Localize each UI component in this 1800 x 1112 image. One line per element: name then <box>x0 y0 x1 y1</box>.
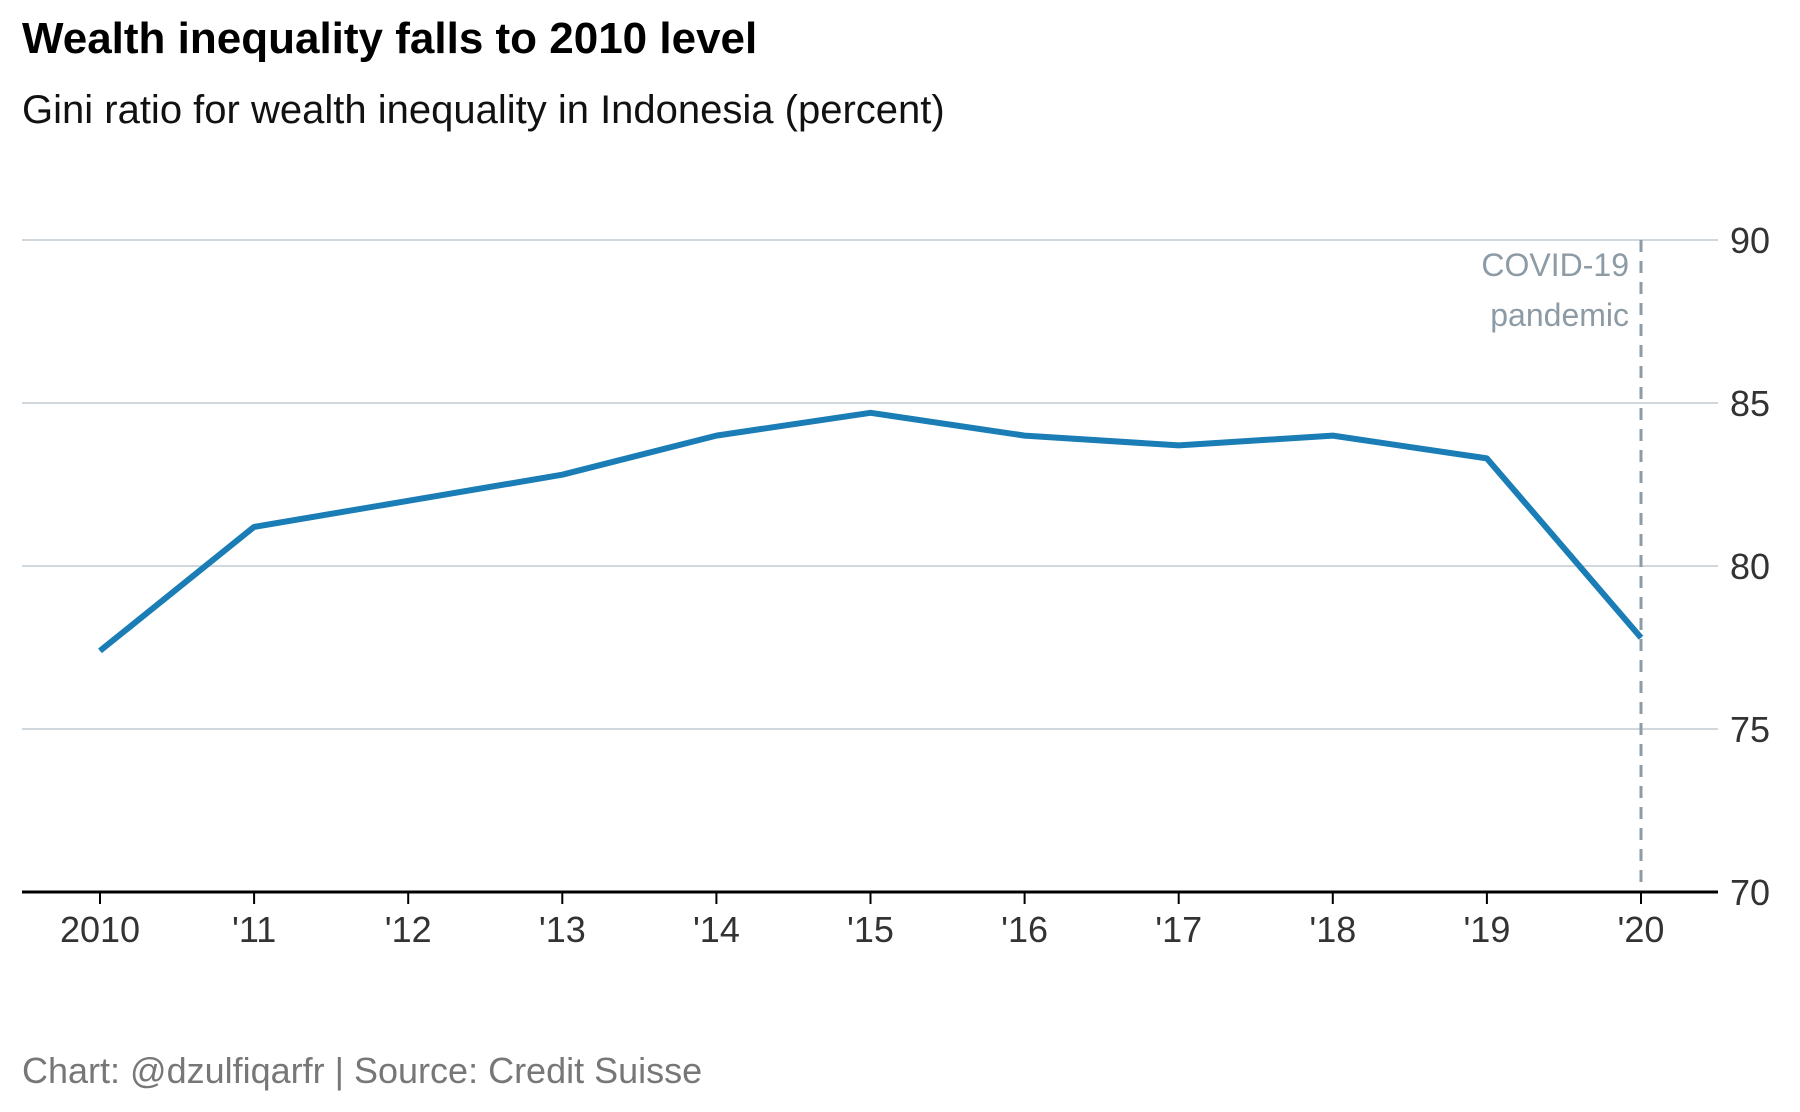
data-point-2015 <box>870 412 871 414</box>
data-point-2020 <box>1640 637 1642 639</box>
x-tick-label: '13 <box>539 909 586 950</box>
data-point-2019 <box>1486 457 1488 459</box>
x-tick-label: '15 <box>847 909 894 950</box>
x-axis <box>22 890 1718 904</box>
data-point-2011 <box>253 526 255 528</box>
y-tick-label: 80 <box>1730 546 1770 587</box>
x-tick-label: 2010 <box>60 909 140 950</box>
y-tick-label: 90 <box>1730 220 1770 261</box>
chart-caption: Chart: @dzulfiqarfr | Source: Credit Sui… <box>22 1050 703 1091</box>
chart-title: Wealth inequality falls to 2010 level <box>22 14 758 63</box>
series-layer <box>98 409 1644 654</box>
chart-subtitle: Gini ratio for wealth inequality in Indo… <box>22 88 945 132</box>
data-point-2012 <box>407 500 409 502</box>
x-axis-tick-labels: 2010 '11 '12 '13 '14 '15 '16 '17 '18 '19 '20 <box>60 909 1665 950</box>
x-tick-label: '20 <box>1618 909 1665 950</box>
data-point-2014 <box>715 435 717 437</box>
x-tick-label: '18 <box>1309 909 1356 950</box>
gridlines <box>22 239 1718 730</box>
covid-annotation-label: pandemic <box>1490 297 1629 333</box>
data-point-2017 <box>1178 444 1180 446</box>
covid-annotation-label: COVID-19 <box>1481 247 1629 283</box>
data-point-2013 <box>561 474 563 476</box>
y-axis-tick-labels: 70 75 80 85 90 <box>1730 220 1770 913</box>
annotation-layer: COVID-19 pandemic <box>1481 240 1643 892</box>
x-tick-label: '14 <box>693 909 740 950</box>
x-tick-label: '11 <box>232 909 276 950</box>
x-tick-label: '12 <box>385 909 432 950</box>
x-tick-label: '17 <box>1155 909 1202 950</box>
x-tick-label: '19 <box>1463 909 1510 950</box>
y-tick-label: 85 <box>1730 383 1770 424</box>
data-point-2016 <box>1024 435 1026 437</box>
series-line <box>98 409 1644 654</box>
x-tick-label: '16 <box>1001 909 1048 950</box>
y-tick-label: 70 <box>1730 872 1770 913</box>
y-tick-label: 75 <box>1730 709 1770 750</box>
data-point-2018 <box>1332 435 1334 437</box>
data-point-2010 <box>99 650 101 652</box>
